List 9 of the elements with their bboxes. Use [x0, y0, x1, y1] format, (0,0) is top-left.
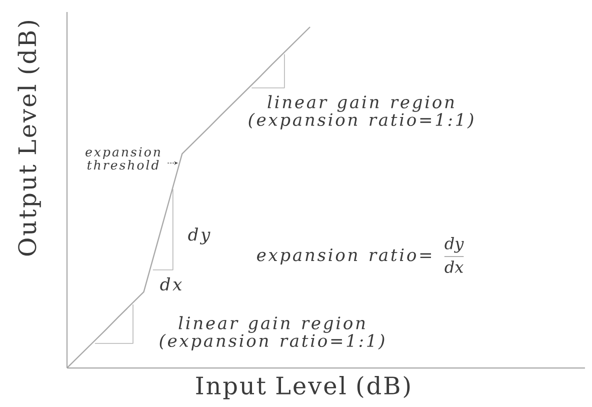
annotation: expansion threshold	[86, 147, 160, 170]
annotation: $\frac{dy}{dx}$	[444, 237, 464, 273]
annotation: dy	[188, 228, 210, 244]
y-axis-title: Output Level (dB)	[18, 20, 41, 256]
annotation: linear gain region (expansion ratio=1:1)	[160, 316, 384, 350]
annotation: dx	[160, 277, 182, 291]
x-axis-title: Input Level (dB)	[196, 376, 410, 400]
annotation: expansion ratio=	[257, 248, 431, 265]
annotation: linear gain region (expansion ratio=1:1)	[248, 95, 474, 130]
